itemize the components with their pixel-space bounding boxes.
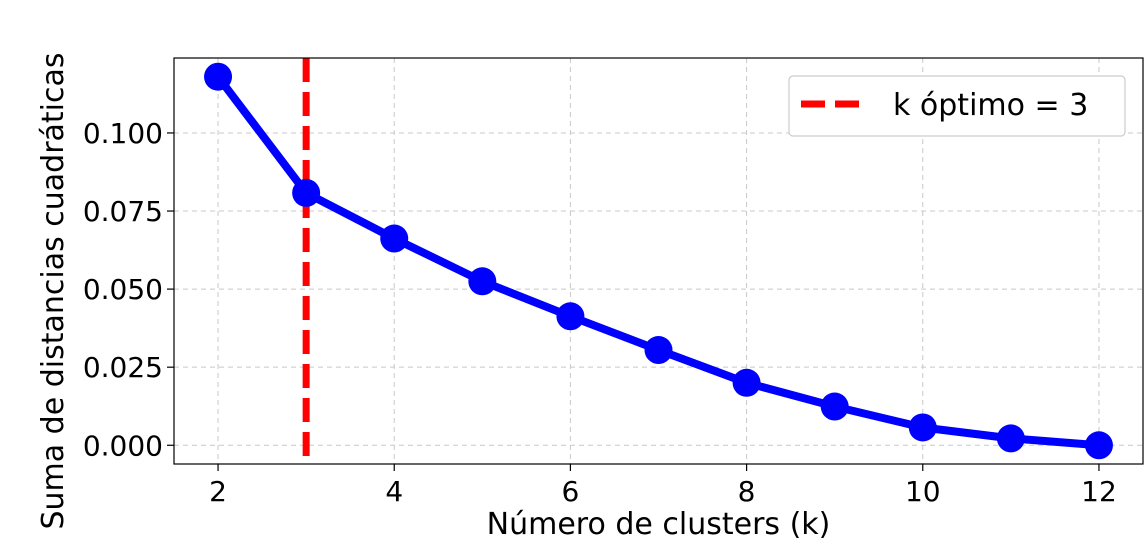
legend: k óptimo = 3 (788, 75, 1126, 137)
series-point (644, 336, 673, 365)
x-tick-label: 4 (385, 475, 403, 508)
plot-frame (173, 57, 1144, 465)
legend-label: k óptimo = 3 (893, 88, 1088, 123)
y-tick-label: 0.025 (83, 351, 163, 384)
legend-box (788, 75, 1126, 137)
series-point (1084, 431, 1113, 460)
series-point (292, 178, 321, 207)
x-tick-label: 8 (738, 475, 756, 508)
series-point (732, 368, 761, 397)
x-axis-label: Número de clusters (k) (487, 507, 831, 542)
series-point (996, 424, 1025, 453)
y-tick-label: 0.000 (83, 429, 163, 462)
series-point (380, 224, 409, 253)
y-ticks: 0.000 0.025 0.050 0.075 0.100 (83, 117, 174, 462)
x-ticks: 2 4 6 8 10 12 (209, 464, 1117, 508)
x-tick-label: 2 (209, 475, 227, 508)
x-tick-label: 10 (905, 475, 941, 508)
series-point (468, 267, 497, 296)
series-point (204, 62, 233, 91)
series-point (908, 413, 937, 442)
series-layer (204, 62, 1113, 460)
y-tick-label: 0.100 (83, 117, 163, 150)
y-tick-label: 0.075 (83, 195, 163, 228)
series-point (820, 392, 849, 421)
x-tick-label: 6 (561, 475, 579, 508)
x-tick-label: 12 (1081, 475, 1117, 508)
y-tick-label: 0.050 (83, 273, 163, 306)
y-axis-label: Suma de distancias cuadráticas (36, 52, 71, 529)
series-point (556, 302, 585, 331)
